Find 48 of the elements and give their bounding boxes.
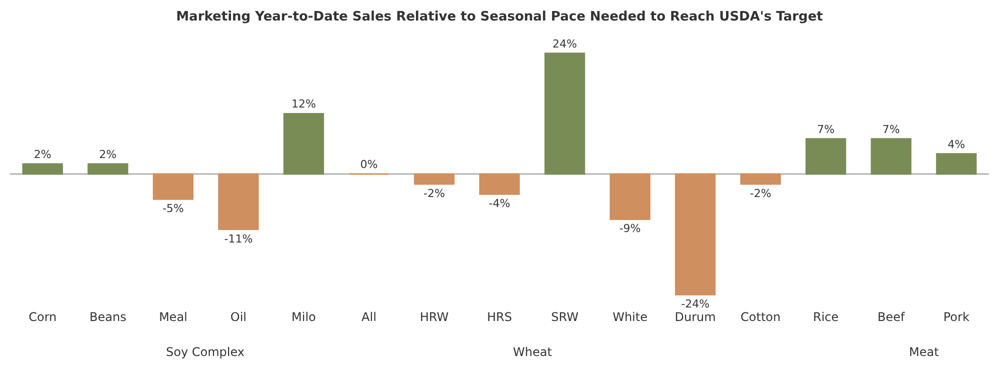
x-tick-label: Oil [230, 310, 246, 324]
data-label: -11% [224, 232, 253, 246]
x-tick-label: Durum [674, 310, 716, 324]
data-label: 12% [291, 98, 316, 111]
x-tick-label: White [612, 310, 648, 324]
x-tick-label: Rice [813, 310, 839, 324]
data-label: -9% [619, 222, 641, 236]
bar [22, 163, 63, 175]
data-label: 4% [948, 138, 966, 151]
data-label: 2% [99, 148, 117, 161]
x-tick-label: HRS [487, 310, 512, 324]
text: Wheat [513, 345, 552, 359]
data-label: 0% [360, 158, 378, 171]
data-label: 7% [817, 122, 835, 136]
data-label: -24% [681, 298, 710, 311]
data-label: -2% [750, 187, 772, 200]
x-tick-label: Corn [28, 310, 57, 324]
bar [414, 173, 455, 185]
text: Meat [909, 345, 940, 359]
bar [544, 52, 586, 175]
bar [936, 153, 977, 175]
bar [806, 138, 846, 175]
data-label: -2% [424, 187, 445, 200]
data-label: -5% [162, 202, 184, 216]
x-tick-label: Milo [292, 310, 316, 324]
x-tick-label: Beef [877, 310, 906, 324]
bar [88, 163, 128, 175]
data-label: 7% [882, 122, 900, 136]
data-label: 2% [34, 148, 52, 161]
bar [870, 138, 912, 175]
x-tick-label: HRW [420, 310, 449, 324]
chart-title: Marketing Year-to-Date Sales Relative to Seasonal Pace Needed to Reach USDA's Target [176, 9, 823, 24]
x-tick-label: All [362, 310, 376, 324]
x-tick-label: Beans [89, 310, 126, 324]
bar [479, 173, 520, 195]
bar [152, 173, 194, 200]
data-label: -4% [488, 197, 510, 210]
text: Soy Complex [166, 345, 245, 359]
x-tick-label: SRW [551, 310, 579, 324]
x-tick-label: Pork [943, 310, 970, 324]
data-label: 24% [552, 37, 577, 50]
bar [218, 173, 259, 230]
bar [283, 112, 324, 175]
x-tick-label: Meal [158, 310, 188, 324]
bar [674, 173, 716, 296]
x-tick-label: Cotton [740, 310, 781, 324]
bar [610, 173, 650, 220]
bar [740, 173, 781, 185]
